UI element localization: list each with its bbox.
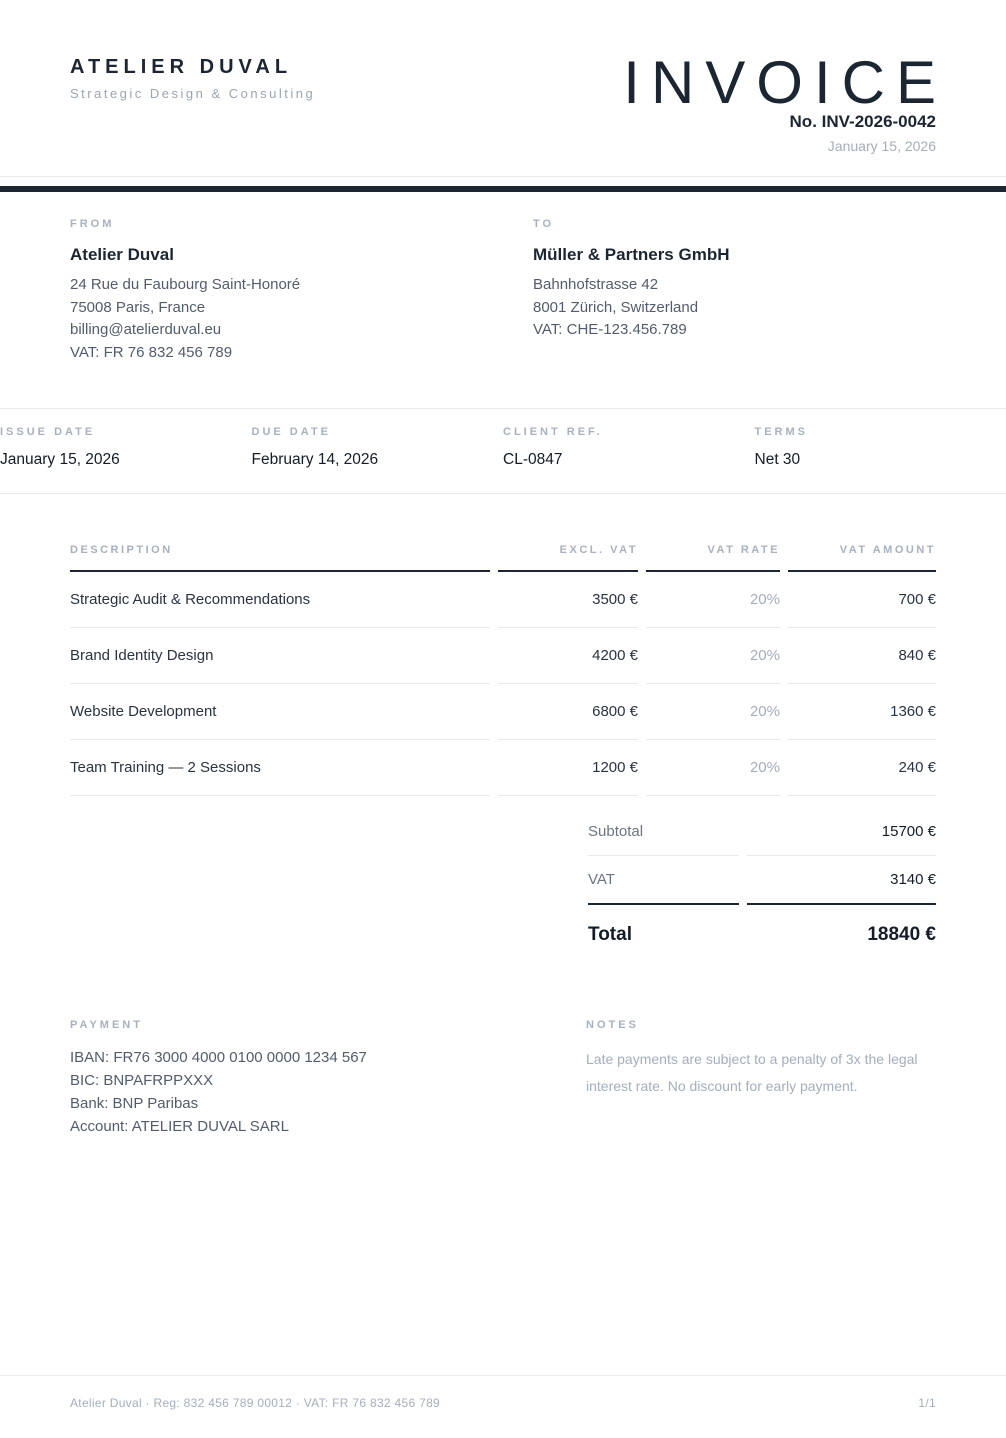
invoice-meta: ISSUE DATE January 15, 2026 DUE DATE Feb… xyxy=(0,408,1006,494)
brand-block: ATELIER DUVAL Strategic Design & Consult… xyxy=(70,56,315,101)
invoice-number: No. INV-2026-0042 xyxy=(789,112,936,131)
to-address-line: Bahnhofstrasse 42 xyxy=(533,276,659,293)
payment-account: Account: ATELIER DUVAL SARL xyxy=(70,1118,289,1135)
col-header-excl-vat: EXCL. VAT xyxy=(498,544,638,572)
dark-divider-bar xyxy=(0,186,1006,192)
payment-label: PAYMENT xyxy=(70,1019,143,1031)
meta-client-ref: CLIENT REF. CL-0847 xyxy=(503,426,755,469)
from-email: billing@atelierduval.eu xyxy=(70,321,222,338)
payment-iban: IBAN: FR76 3000 4000 0100 0000 1234 567 xyxy=(70,1049,367,1066)
subtotal-value: 15700 € xyxy=(747,808,936,856)
to-vat: VAT: CHE-123.456.789 xyxy=(533,321,687,338)
item-excl-vat: 6800 € xyxy=(498,684,638,740)
parties-section: FROM Atelier Duval 24 Rue du Faubourg Sa… xyxy=(0,192,1006,364)
item-vat-amount: 700 € xyxy=(788,572,936,628)
totals-section: Subtotal 15700 € VAT 3140 € Total 18840 … xyxy=(588,808,936,961)
col-header-vat-rate: VAT RATE xyxy=(646,544,780,572)
line-items-section: DESCRIPTION EXCL. VAT VAT RATE VAT AMOUN… xyxy=(0,544,1006,796)
vat-row: VAT 3140 € xyxy=(588,856,936,905)
from-vat: VAT: FR 76 832 456 789 xyxy=(70,343,233,361)
table-row: Team Training — 2 Sessions 1200 € 20% 24… xyxy=(70,740,936,796)
from-block: FROM Atelier Duval 24 Rue du Faubourg Sa… xyxy=(70,218,533,364)
payment-block: PAYMENT IBAN: FR76 3000 4000 0100 0000 1… xyxy=(70,1019,586,1138)
line-items-table: DESCRIPTION EXCL. VAT VAT RATE VAT AMOUN… xyxy=(62,544,944,796)
brand-tagline: Strategic Design & Consulting xyxy=(70,86,316,101)
notes-text: Late payments are subject to a penalty o… xyxy=(586,1051,918,1094)
vat-value: 3140 € xyxy=(747,856,936,905)
meta-value: CL-0847 xyxy=(503,451,563,468)
item-description: Website Development xyxy=(70,684,490,740)
item-excl-vat: 3500 € xyxy=(498,572,638,628)
totals-wrapper: Subtotal 15700 € VAT 3140 € Total 18840 … xyxy=(0,796,1006,961)
to-address-line: 8001 Zürich, Switzerland xyxy=(533,298,699,316)
totals-table: Subtotal 15700 € VAT 3140 € Total 18840 … xyxy=(580,808,944,961)
subtotal-label: Subtotal xyxy=(588,808,740,856)
invoice-header: ATELIER DUVAL Strategic Design & Consult… xyxy=(0,0,1006,155)
meta-label: DUE DATE xyxy=(251,426,331,438)
meta-issue-date: ISSUE DATE January 15, 2026 xyxy=(0,426,252,469)
header-rule xyxy=(0,176,1006,177)
meta-label: ISSUE DATE xyxy=(0,426,96,438)
item-description: Brand Identity Design xyxy=(70,628,490,684)
total-label: Total xyxy=(588,924,632,945)
table-row: Strategic Audit & Recommendations 3500 €… xyxy=(70,572,936,628)
item-vat-rate: 20% xyxy=(646,684,780,740)
from-name: Atelier Duval xyxy=(70,245,174,264)
meta-value: February 14, 2026 xyxy=(251,451,379,468)
to-label: TO xyxy=(533,218,555,230)
total-value: 18840 € xyxy=(867,924,936,945)
footer-page-number: 1/1 xyxy=(918,1396,936,1410)
subtotal-row: Subtotal 15700 € xyxy=(588,808,936,856)
from-address-line: 24 Rue du Faubourg Saint-Honoré xyxy=(70,276,301,293)
meta-terms: TERMS Net 30 xyxy=(755,426,1006,469)
payment-bank: Bank: BNP Paribas xyxy=(70,1095,199,1112)
page-footer: Atelier Duval · Reg: 832 456 789 00012 ·… xyxy=(0,1375,1006,1438)
table-header-row: DESCRIPTION EXCL. VAT VAT RATE VAT AMOUN… xyxy=(70,544,936,572)
item-vat-amount: 840 € xyxy=(788,628,936,684)
vat-label: VAT xyxy=(588,856,740,905)
payment-bic: BIC: BNPAFRPPXXX xyxy=(70,1072,214,1089)
total-row: Total 18840 € xyxy=(588,905,936,961)
meta-value: January 15, 2026 xyxy=(0,451,120,468)
to-name: Müller & Partners GmbH xyxy=(533,245,730,264)
table-row: Website Development 6800 € 20% 1360 € xyxy=(70,684,936,740)
item-description: Strategic Audit & Recommendations xyxy=(70,572,490,628)
from-label: FROM xyxy=(70,218,115,230)
invoice-title: INVOICE xyxy=(623,49,947,116)
col-header-vat-amount: VAT AMOUNT xyxy=(788,544,936,572)
notes-block: NOTES Late payments are subject to a pen… xyxy=(586,1019,936,1138)
item-vat-rate: 20% xyxy=(646,572,780,628)
invoice-title-block: INVOICE No. INV-2026-0042 January 15, 20… xyxy=(623,50,936,155)
item-vat-amount: 240 € xyxy=(788,740,936,796)
meta-value: Net 30 xyxy=(754,451,801,468)
brand-name: ATELIER DUVAL xyxy=(70,56,293,78)
table-row: Brand Identity Design 4200 € 20% 840 € xyxy=(70,628,936,684)
footer-legal-text: Atelier Duval · Reg: 832 456 789 00012 ·… xyxy=(70,1396,441,1410)
to-block: TO Müller & Partners GmbH Bahnhofstrasse… xyxy=(533,218,936,364)
item-vat-rate: 20% xyxy=(646,740,780,796)
payment-notes-section: PAYMENT IBAN: FR76 3000 4000 0100 0000 1… xyxy=(0,1019,1006,1138)
invoice-date: January 15, 2026 xyxy=(827,138,936,154)
item-excl-vat: 1200 € xyxy=(498,740,638,796)
item-vat-rate: 20% xyxy=(646,628,780,684)
from-address-line: 75008 Paris, France xyxy=(70,298,206,316)
meta-due-date: DUE DATE February 14, 2026 xyxy=(252,426,504,469)
item-vat-amount: 1360 € xyxy=(788,684,936,740)
notes-label: NOTES xyxy=(586,1019,639,1031)
meta-label: CLIENT REF. xyxy=(503,426,603,438)
item-excl-vat: 4200 € xyxy=(498,628,638,684)
meta-label: TERMS xyxy=(754,426,808,438)
col-header-description: DESCRIPTION xyxy=(70,544,490,572)
item-description: Team Training — 2 Sessions xyxy=(70,740,490,796)
